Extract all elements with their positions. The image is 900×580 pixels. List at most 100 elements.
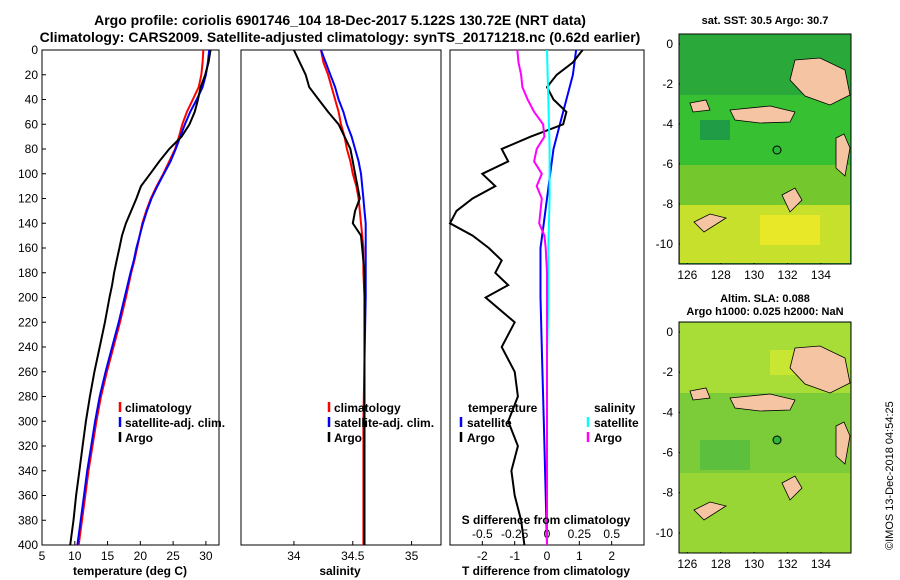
- temperature-panel: 0 20 40 60 80 100 120 140 160 180 200 220 240 260 280 3…: [18, 43, 225, 578]
- legend-climatology: climatology: [125, 401, 192, 415]
- new-guinea-land: [789, 57, 851, 106]
- depth-tick-label: 100: [18, 167, 38, 181]
- depth-tick-label: 280: [18, 390, 38, 404]
- buru-land: [689, 99, 711, 113]
- t-diff-tick-label: -1: [509, 549, 520, 563]
- s-diff-tick-label: 0.25: [568, 527, 592, 541]
- t-difference-label: T difference from climatology: [462, 564, 630, 578]
- depth-tick-label: 360: [18, 489, 38, 503]
- salinity-line-argo: [292, 49, 366, 545]
- temperature-axes: [41, 49, 220, 546]
- timor-land: [693, 501, 728, 521]
- temperature-tick-label: 25: [166, 549, 180, 563]
- figure-title-line1: Argo profile: coriolis 6901746_104 18-De…: [94, 12, 586, 28]
- temperature-line-satellite-adj-clim-: [76, 49, 211, 546]
- map-lat-tick-label: -8: [662, 486, 673, 500]
- new-guinea-land: [789, 345, 851, 394]
- seram-land: [729, 393, 796, 412]
- legend-argo: Argo: [125, 431, 153, 445]
- difference-line-s-argo: [516, 49, 548, 545]
- legend-argo: Argo: [334, 431, 362, 445]
- temperature-x-label: temperature (deg C): [73, 564, 187, 578]
- map-lon-tick-label: 128: [711, 268, 731, 282]
- sla-low-patch: [700, 440, 750, 470]
- sst-map-land: [689, 57, 851, 233]
- depth-tick-label: 340: [18, 464, 38, 478]
- depth-tick-label: 160: [18, 241, 38, 255]
- legend-climatology: climatology: [334, 401, 401, 415]
- buru-land: [689, 387, 711, 401]
- tanimbar-land: [781, 475, 803, 501]
- t-diff-tick-label: 1: [576, 549, 583, 563]
- legend-temperature-header: temperature: [468, 401, 538, 415]
- legend-satellite: satellite-adj. clim.: [334, 416, 434, 430]
- depth-tick-label: 140: [18, 216, 38, 230]
- map-lat-tick-label: -6: [662, 157, 673, 171]
- argo-location-marker: [772, 145, 782, 155]
- depth-tick-label: 60: [25, 117, 39, 131]
- sst-map-axes-ticks: 126 128 130 132 134 0 -2 -4 -6 -8 -10: [656, 37, 832, 282]
- map-lon-tick-label: 132: [778, 268, 798, 282]
- depth-tick-label: 320: [18, 439, 38, 453]
- salinity-axes: [240, 49, 442, 546]
- map-lat-tick-label: -2: [662, 365, 673, 379]
- t-diff-tick-label: 2: [608, 549, 615, 563]
- map-lon-tick-label: 130: [744, 268, 764, 282]
- difference-panel: -2 -1 0 1 2 -0.5 -0.25 0 0.25 0.5 temperature sa…: [448, 49, 645, 578]
- salinity-series: [292, 49, 367, 545]
- sst-warm-patch: [760, 215, 820, 245]
- depth-tick-label: 180: [18, 266, 38, 280]
- temperature-line-argo: [69, 49, 212, 546]
- temperature-tick-label: 20: [134, 549, 148, 563]
- map-lat-tick-label: -10: [656, 526, 674, 540]
- temperature-tick-label: 5: [39, 549, 46, 563]
- sst-map-panel: sat. SST: 30.5 Argo: 30.7 126 128 130 132 13…: [656, 15, 852, 282]
- temperature-tick-label: 15: [101, 549, 115, 563]
- aru-islands: [835, 133, 851, 177]
- sla-map-title: Altim. SLA: 0.088: [720, 293, 810, 305]
- tanimbar-land: [781, 187, 803, 213]
- timor-land: [693, 213, 728, 233]
- depth-tick-label: 300: [18, 414, 38, 428]
- sla-map-land: [689, 345, 851, 521]
- depth-tick-label: 200: [18, 291, 38, 305]
- map-lat-tick-label: -4: [662, 405, 673, 419]
- legend-t-argo: Argo: [467, 431, 495, 445]
- difference-legend: temperature salinity satellite Argo sate…: [459, 401, 639, 445]
- depth-tick-label: 20: [25, 68, 39, 82]
- map-lon-tick-label: 126: [677, 557, 697, 571]
- temperature-legend: climatology satellite-adj. clim. Argo: [118, 401, 225, 445]
- salinity-tick-label: 34.5: [341, 549, 365, 563]
- depth-tick-label: 0: [31, 43, 38, 57]
- sst-cool-patch: [700, 120, 730, 140]
- map-lon-tick-label: 126: [677, 268, 697, 282]
- map-lon-tick-label: 134: [811, 268, 831, 282]
- s-difference-label: S difference from climatology: [462, 513, 631, 527]
- map-lon-tick-label: 128: [711, 557, 731, 571]
- figure-title-line2: Climatology: CARS2009. Satellite-adjuste…: [40, 29, 641, 45]
- difference-series: [448, 49, 584, 546]
- s-diff-tick-label: -0.5: [472, 527, 493, 541]
- map-lat-tick-label: -2: [662, 77, 673, 91]
- legend-s-satellite: satellite: [594, 416, 639, 430]
- sst-field-south-band: [680, 165, 850, 205]
- seram-land: [729, 105, 796, 124]
- depth-tick-label: 40: [25, 93, 39, 107]
- map-lat-tick-label: -6: [662, 446, 673, 460]
- depth-axis: 0 20 40 60 80 100 120 140 160 180 200 220 240 260 280 3…: [18, 43, 46, 552]
- argo-location-marker: [772, 435, 782, 445]
- depth-tick-label: 380: [18, 513, 38, 527]
- depth-tick-label: 120: [18, 192, 38, 206]
- salinity-x-axis: 34 34.5 35: [287, 541, 419, 563]
- salinity-legend: climatology satellite-adj. clim. Argo: [327, 401, 434, 445]
- temperature-tick-label: 10: [68, 549, 82, 563]
- map-lat-tick-label: 0: [666, 37, 673, 51]
- t-diff-tick-label: -2: [477, 549, 488, 563]
- map-lon-tick-label: 134: [811, 557, 831, 571]
- map-lat-tick-label: -10: [656, 237, 674, 251]
- temperature-tick-label: 30: [199, 549, 213, 563]
- depth-tick-label: 240: [18, 340, 38, 354]
- depth-tick-label: 80: [25, 142, 39, 156]
- sla-map-panel: Altim. SLA: 0.088 Argo h1000: 0.025 h200…: [656, 293, 852, 571]
- temperature-series: [69, 49, 212, 546]
